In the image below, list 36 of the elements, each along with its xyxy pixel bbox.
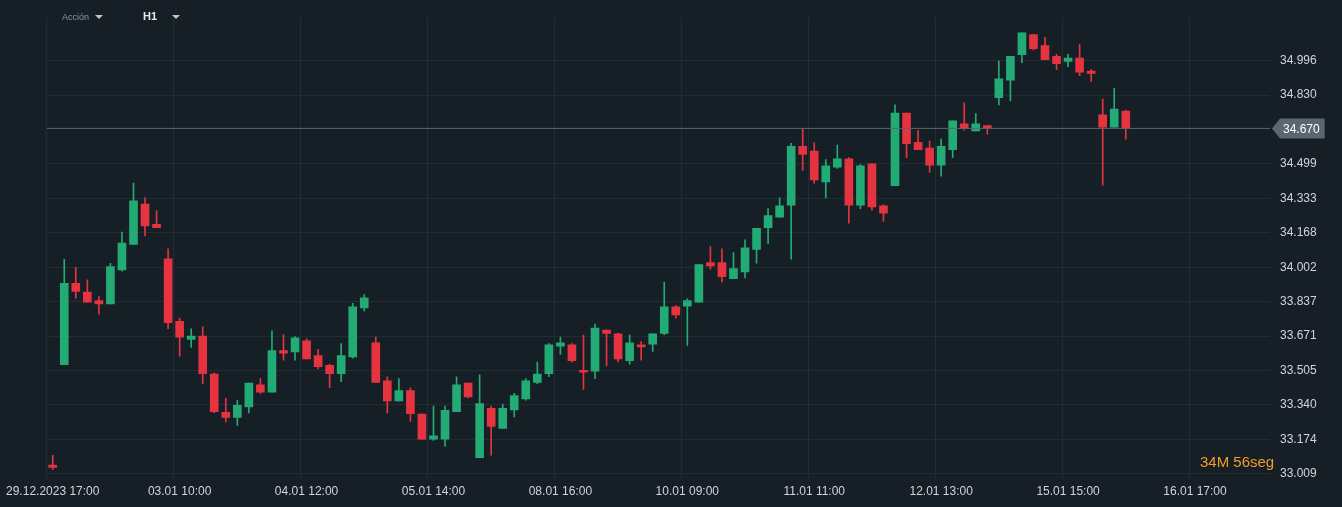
y-tick-label: 34.996 — [1280, 52, 1318, 67]
candlestick — [186, 328, 196, 348]
candlestick — [94, 296, 104, 315]
candlestick — [221, 398, 231, 423]
candlestick — [48, 454, 58, 470]
ref-line-label: 34.670 — [1283, 121, 1321, 136]
annotation: H1 — [143, 10, 158, 22]
candlestick — [798, 128, 808, 171]
y-tick-label: 33.837 — [1280, 293, 1318, 308]
candlestick — [959, 102, 969, 131]
y-tick-label: 34.333 — [1280, 190, 1318, 205]
candlestick — [636, 341, 646, 361]
y-tick-label: 33.009 — [1280, 465, 1318, 480]
x-tick-label: 03.01 10:00 — [147, 484, 212, 499]
y-tick-label: 34.002 — [1280, 259, 1318, 274]
candlestick — [682, 298, 692, 346]
x-tick-label: 05.01 14:00 — [401, 484, 466, 499]
x-tick-label: 12.01 13:00 — [909, 484, 974, 499]
y-tick-label: 34.830 — [1280, 87, 1318, 102]
y-tick-label: 33.671 — [1280, 328, 1318, 343]
y-tick-label: 33.174 — [1280, 431, 1318, 446]
x-tick-label: 29.12.2023 17:00 — [6, 484, 100, 499]
x-tick-label: 08.01 16:00 — [528, 484, 593, 499]
x-tick-label: 16.01 17:00 — [1163, 484, 1228, 499]
y-tick-label: 33.505 — [1280, 362, 1318, 377]
x-tick-label: 11.01 11:00 — [783, 484, 846, 499]
candlestick — [1098, 98, 1108, 186]
candlestick — [1086, 69, 1096, 82]
y-tick-label: 34.499 — [1280, 156, 1318, 171]
x-tick-label: 15.01 15:00 — [1036, 484, 1101, 499]
y-tick-label: 33.340 — [1280, 397, 1318, 412]
annotation: 34M 56seg — [1200, 453, 1275, 470]
x-tick-label: 10.01 09:00 — [655, 484, 720, 499]
annotation: Acción — [62, 12, 90, 22]
x-tick-label: 04.01 12:00 — [274, 484, 339, 499]
y-tick-label: 34.168 — [1280, 225, 1318, 240]
